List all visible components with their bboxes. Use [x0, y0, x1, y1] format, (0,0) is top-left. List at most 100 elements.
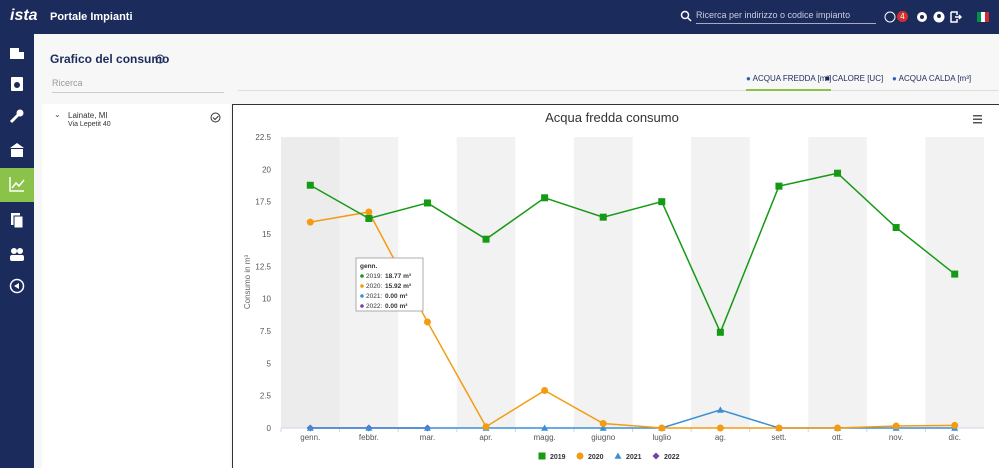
tooltip-series: 2022:	[366, 303, 382, 310]
svg-text:?: ?	[158, 57, 162, 64]
marker	[482, 423, 490, 431]
marker	[834, 169, 842, 177]
legend-marker	[538, 452, 546, 460]
tab-label: ACQUA CALDA [m³]	[898, 74, 972, 83]
marker	[365, 424, 373, 431]
tooltip-dot	[360, 274, 364, 278]
nav-institution[interactable]	[0, 134, 34, 166]
legend-item[interactable]: 2019	[538, 452, 566, 462]
marker	[951, 421, 959, 429]
marker	[775, 424, 783, 432]
y-tick-label: 12.5	[255, 262, 271, 271]
nav-tools[interactable]	[0, 100, 34, 132]
marker	[951, 270, 959, 278]
marker	[599, 213, 607, 221]
chart-title: Acqua fredda consumo	[545, 110, 679, 125]
app-title: Portale Impianti	[50, 11, 133, 23]
marker	[892, 224, 900, 232]
nav-meter[interactable]	[0, 68, 34, 100]
y-tick-label: 7.5	[260, 327, 272, 336]
marker	[423, 424, 431, 431]
marker	[365, 214, 373, 222]
tab-hot-water[interactable]: ● ACQUA CALDA [m³]	[892, 74, 972, 83]
marker	[658, 198, 666, 206]
y-tick-label: 2.5	[260, 392, 272, 401]
tooltip-box	[355, 257, 424, 312]
tooltip-value: 0.00 m³	[385, 303, 408, 310]
plot-bands	[281, 137, 984, 428]
chart: Acqua fredda consumo Consumo in m³ 0 2.5 5…	[243, 110, 984, 462]
marker	[365, 208, 373, 216]
tooltip-dot	[360, 304, 364, 308]
legend-marker	[652, 452, 660, 460]
marker	[716, 424, 724, 432]
site-check	[210, 112, 221, 123]
x-tick-label: sett.	[771, 433, 786, 442]
marker	[482, 235, 490, 243]
nav-documents[interactable]	[0, 204, 34, 236]
legend-marker	[576, 452, 584, 460]
tooltip-series: 2021:	[366, 293, 382, 300]
x-tick-label: nov.	[889, 433, 904, 442]
tooltip-dot	[360, 294, 364, 298]
tooltip-series: 2020:	[366, 283, 382, 290]
nav-buildings[interactable]	[0, 36, 34, 68]
marker	[775, 182, 783, 190]
legend-label: 2019	[550, 454, 566, 461]
legend-label: 2022	[664, 454, 680, 461]
share-icon[interactable]	[884, 11, 896, 23]
tooltip-dot	[360, 284, 364, 288]
nav-share[interactable]	[0, 270, 34, 302]
marker	[423, 318, 431, 326]
y-tick-label: 15	[262, 230, 271, 239]
chart-panel: Acqua fredda consumo Consumo in m³ 0 2.5 5…	[232, 104, 999, 468]
legend-label: 2020	[588, 454, 604, 461]
site-address: Via Lepetit 40	[68, 121, 111, 128]
band	[808, 137, 867, 428]
nav-users[interactable]	[0, 238, 34, 270]
x-tick-label: dic.	[948, 433, 960, 442]
marker	[599, 419, 607, 427]
marker	[658, 424, 666, 432]
y-tick-label: 20	[262, 165, 271, 174]
logout-icon[interactable]	[950, 11, 962, 23]
x-tick-label: magg.	[534, 433, 556, 442]
x-tick-label: apr.	[479, 433, 492, 442]
marker	[541, 386, 549, 394]
marker	[306, 424, 314, 431]
marker	[306, 181, 314, 189]
search-input[interactable]: Ricerca per indirizzo o codice impianto	[696, 10, 876, 24]
logo: ista	[10, 7, 38, 24]
x-tick-label: mar.	[420, 433, 436, 442]
menu-icon[interactable]	[973, 115, 982, 124]
tooltip-value: 0.00 m³	[385, 293, 408, 300]
legend-item[interactable]: 2022	[652, 452, 680, 462]
legend-item[interactable]: 2020	[576, 452, 604, 462]
band	[456, 137, 516, 428]
y-tick-label: 0	[267, 424, 272, 433]
search-icon	[680, 10, 692, 22]
x-tick-label: genn.	[300, 433, 320, 442]
nav-chart[interactable]	[0, 168, 34, 202]
help-icon[interactable]: ?	[155, 54, 165, 64]
marker	[716, 406, 724, 413]
notification-badge[interactable]: 4	[897, 11, 908, 22]
series-line	[309, 172, 956, 335]
y-tick-label: 22.5	[255, 133, 271, 142]
legend-item[interactable]: 2021	[614, 452, 642, 462]
tab-cold-water[interactable]: ● ACQUA FREDDA [m³]	[746, 74, 832, 91]
site-city[interactable]: Lainate, MI	[68, 111, 108, 120]
settings-icon[interactable]	[916, 11, 928, 23]
tab-heat[interactable]: ■ CALORE [UC]	[825, 74, 884, 83]
marker	[599, 424, 607, 431]
y-tick-label: 5	[267, 359, 272, 368]
site-search[interactable]: Ricerca	[52, 78, 224, 93]
language-flag[interactable]	[977, 12, 989, 22]
x-tick-label: giugno	[591, 433, 616, 442]
marker	[423, 199, 431, 207]
tooltip-value: 18.77 m³	[385, 273, 412, 280]
user-icon[interactable]	[933, 11, 945, 23]
site-list: ⌄ Lainate, MI Via Lepetit 40	[42, 104, 230, 468]
x-tick-label: luglio	[652, 433, 671, 442]
